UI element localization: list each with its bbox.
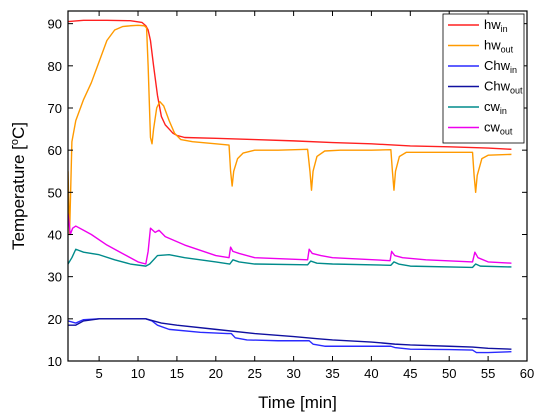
y-tick-label: 80 — [48, 59, 62, 74]
plot-frame — [67, 10, 528, 362]
legend: hwin hwout Chwin Chwout cwin cwout — [442, 13, 525, 144]
x-tick-label: 15 — [170, 366, 184, 381]
x-tick-label: 5 — [96, 366, 103, 381]
y-tick-label: 30 — [48, 270, 62, 285]
legend-entry: cwin — [484, 99, 507, 116]
x-tick-label: 10 — [131, 366, 145, 381]
y-tick-label: 10 — [48, 354, 62, 369]
x-tick-label: 55 — [481, 366, 495, 381]
x-tick-label: 50 — [442, 366, 456, 381]
x-tick-label: 35 — [325, 366, 339, 381]
x-axis-title: Time [min] — [258, 393, 337, 412]
legend-entry: Chwin — [484, 58, 517, 75]
y-axis-title-main: Temperature [ — [9, 145, 28, 250]
series-line-hw-out — [68, 24, 512, 236]
x-tick-label: 20 — [209, 366, 223, 381]
y-axis-title: Temperature [oC] — [9, 122, 28, 250]
series-line-cw-out — [68, 213, 512, 265]
y-tick-label: 20 — [48, 312, 62, 327]
x-tick-label: 45 — [403, 366, 417, 381]
x-tick-label: 25 — [247, 366, 261, 381]
x-tick-label: 60 — [520, 366, 534, 381]
legend-entry: Chwout — [484, 79, 523, 96]
legend-entry: hwin — [484, 17, 508, 34]
legend-box — [442, 13, 525, 144]
series-line-chw-out — [68, 318, 512, 350]
y-tick-label: 60 — [48, 143, 62, 158]
y-tick-label: 50 — [48, 185, 62, 200]
y-axis-title-end: C] — [9, 122, 28, 139]
series-layer — [68, 19, 512, 354]
y-tick-label: 70 — [48, 101, 62, 116]
series-line-hw-in — [68, 19, 512, 151]
y-axis-title-sup: o — [9, 139, 21, 145]
x-tick-label: 40 — [364, 366, 378, 381]
y-tick-label: 90 — [48, 17, 62, 32]
x-tick-label: 30 — [286, 366, 300, 381]
series-line-cw-in — [68, 248, 512, 269]
legend-entry: hwout — [484, 38, 514, 55]
legend-entry: cwout — [484, 120, 513, 137]
axis-ticks: 5 10 15 20 25 30 35 40 45 50 55 60 10 20 30 40 50 60 70 80 9… — [48, 11, 534, 381]
y-tick-label: 40 — [48, 227, 62, 242]
